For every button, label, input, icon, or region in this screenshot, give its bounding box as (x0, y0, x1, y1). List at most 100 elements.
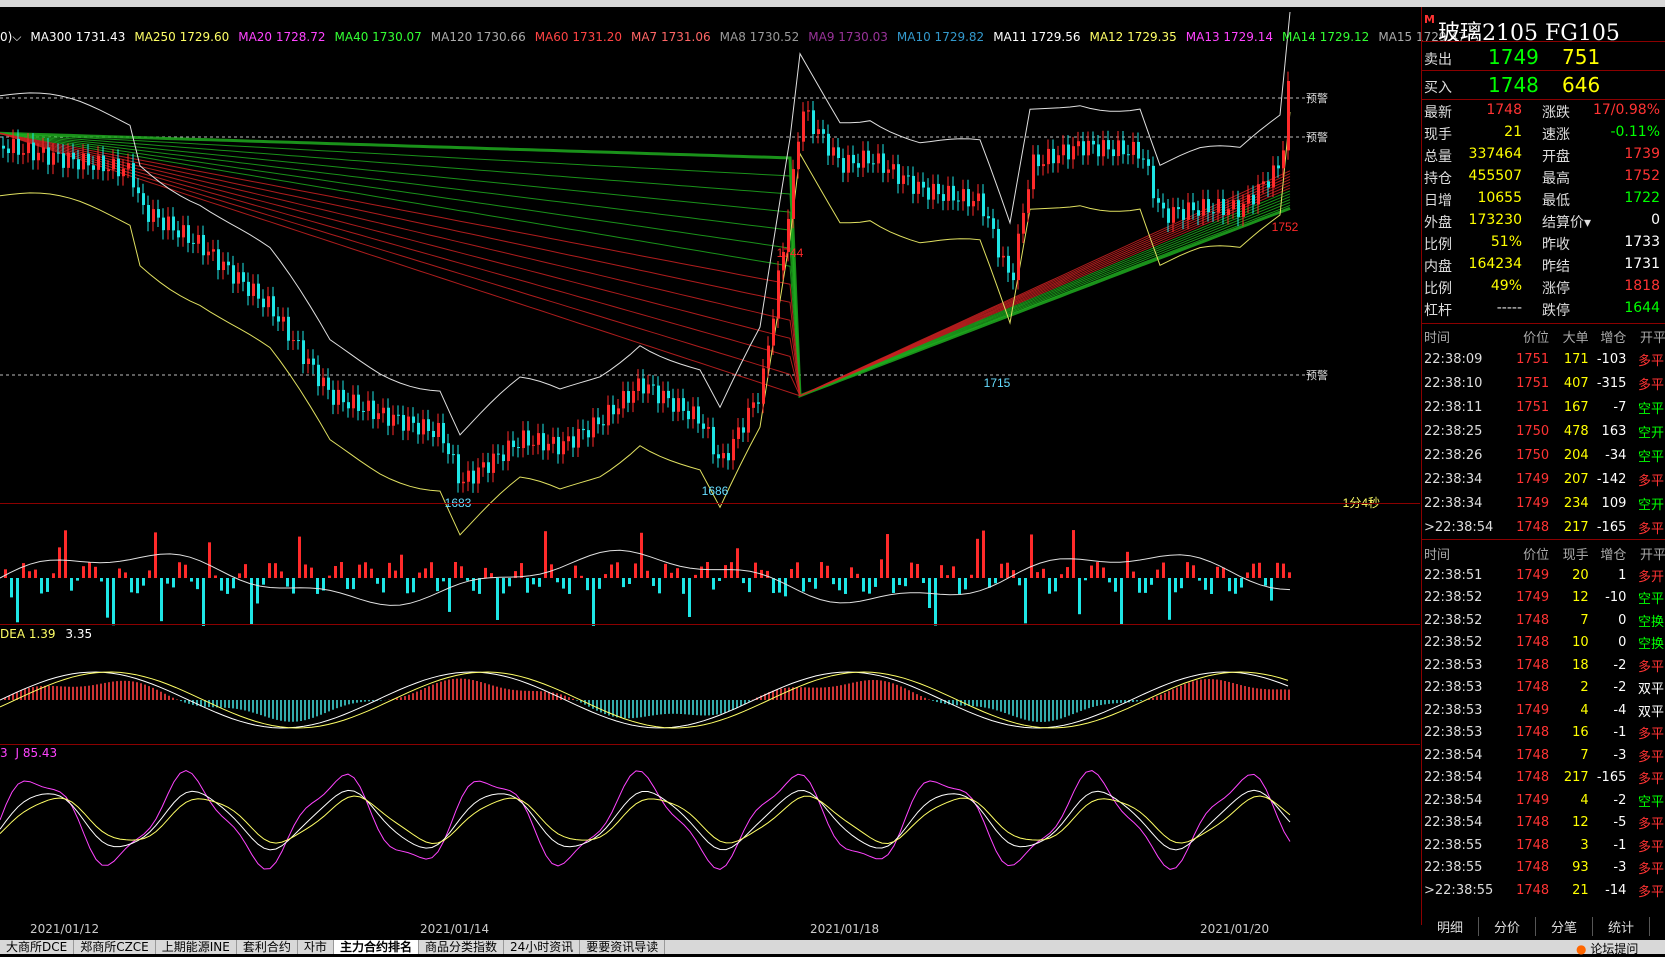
ask-row[interactable]: 卖出 1749 751 (1422, 43, 1665, 71)
volume-bar (718, 578, 721, 581)
candle-body (257, 284, 260, 299)
volume-bar (574, 566, 577, 578)
market-tab[interactable]: 要要资讯导读 (580, 940, 665, 954)
candle-body (82, 154, 85, 170)
macd-bar (664, 700, 666, 714)
candle-body (12, 139, 15, 153)
volume-bar (598, 578, 601, 589)
candle-body (432, 431, 435, 437)
candle-body (57, 153, 60, 154)
forum-help-link[interactable]: ● 论坛提问 (1576, 940, 1638, 957)
candle-body (297, 340, 300, 341)
market-tab[interactable]: 자市 (298, 940, 334, 954)
tab-price-distribution[interactable]: 分价 (1479, 917, 1536, 936)
macd-bar (940, 700, 942, 703)
volume-bar (196, 578, 199, 589)
market-tab[interactable]: 大商所DCE (0, 940, 74, 954)
candle-body (1207, 199, 1210, 212)
volume-bar (892, 578, 895, 593)
macd-bar (264, 700, 266, 716)
volume-bar (22, 563, 25, 578)
candle-body (832, 147, 835, 155)
legend-dropdown[interactable]: 0)⌵ (0, 30, 21, 44)
kdj-line (0, 771, 1290, 870)
candle-body (1007, 256, 1010, 273)
volume-bar (370, 569, 373, 578)
candle-body (1127, 154, 1130, 155)
bid-row[interactable]: 买入 1748 646 (1422, 71, 1665, 99)
tab-detail[interactable]: 明细 (1422, 917, 1479, 936)
macd-bar (1116, 700, 1118, 703)
macd-bar (1224, 681, 1226, 700)
macd-bar (208, 700, 210, 707)
tab-tick-by-tick[interactable]: 分笔 (1536, 917, 1593, 936)
macd-bar (572, 699, 574, 700)
candle-body (672, 398, 675, 412)
ma-legend-item: MA8 1730.52 (720, 30, 800, 44)
macd-bar (1216, 680, 1218, 700)
volume-bar (790, 569, 793, 578)
candle-body (362, 411, 365, 412)
candle-body (1017, 234, 1020, 280)
volume-bar (532, 578, 535, 584)
volume-bar (742, 578, 745, 583)
macd-bar (196, 700, 198, 706)
kdj-j-value: J 85.43 (15, 746, 57, 760)
candle-body (662, 391, 665, 403)
candle-body (687, 411, 690, 419)
market-tab[interactable]: 郑商所CZCE (74, 940, 156, 954)
volume-bar (832, 578, 835, 584)
ma-legend-item: MA12 1729.35 (1089, 30, 1176, 44)
volume-bar (352, 578, 355, 589)
table-header: 时间 (1422, 542, 1504, 564)
market-tab[interactable]: 套利合约 (237, 940, 298, 954)
volume-bar (142, 578, 145, 586)
candle-body (27, 143, 30, 154)
macd-bar (1044, 700, 1046, 722)
candle-body (7, 149, 10, 153)
volume-bar (1162, 563, 1165, 578)
candle-body (847, 155, 850, 173)
market-tab[interactable]: 24小时资讯 (504, 940, 580, 954)
volume-bar (1000, 564, 1003, 578)
tab-statistics[interactable]: 统计 (1593, 917, 1650, 936)
candle-body (182, 225, 185, 237)
macd-bar (112, 682, 114, 700)
volume-bar (466, 578, 469, 581)
macd-bar (176, 699, 178, 700)
ma-legend-item: MA11 1729.56 (993, 30, 1080, 44)
market-tab[interactable]: 主力合约排名 (334, 940, 419, 954)
volume-bar (1084, 578, 1087, 580)
macd-bar (476, 681, 478, 700)
candle-body (692, 406, 695, 419)
macd-bar (784, 688, 786, 700)
macd-bar (1004, 700, 1006, 713)
macd-bar (160, 692, 162, 700)
ask-price: 1749 (1488, 45, 1539, 69)
candle-body (1037, 155, 1040, 167)
candle-body (942, 194, 945, 201)
macd-bar (144, 685, 146, 700)
macd-bar (408, 695, 410, 700)
market-tab[interactable]: 上期能源INE (156, 940, 237, 954)
volume-bar (328, 576, 331, 578)
candle-body (142, 193, 145, 205)
ma-legend-item: MA120 1730.66 (431, 30, 526, 44)
volume-bar (244, 564, 247, 578)
candle-body (1192, 202, 1195, 210)
candle-body (242, 272, 245, 282)
candle-body (737, 427, 740, 439)
candle-body (1032, 155, 1035, 190)
candle-body (397, 415, 400, 416)
candle-body (1097, 144, 1100, 156)
macd-bar (596, 700, 598, 711)
market-tab[interactable]: 商品分类指数 (419, 940, 504, 954)
alert-label: 预警 (1306, 368, 1328, 382)
candle-body (267, 296, 270, 307)
stat-item: 速涨-0.11% (1540, 124, 1660, 146)
